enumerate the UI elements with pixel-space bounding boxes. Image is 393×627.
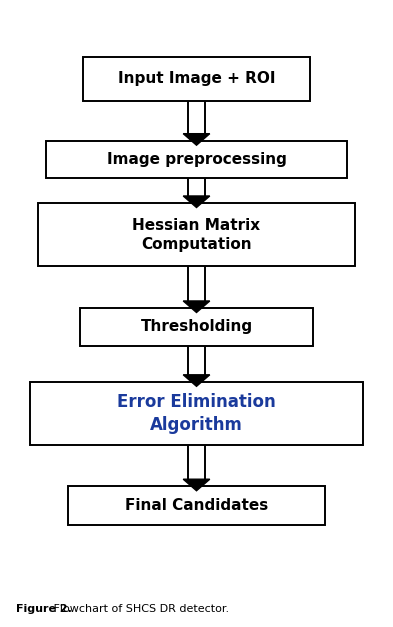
Text: Flowchart of SHCS DR detector.: Flowchart of SHCS DR detector. <box>50 604 230 614</box>
Text: Hessian Matrix
Computation: Hessian Matrix Computation <box>132 218 261 251</box>
Polygon shape <box>183 134 210 145</box>
Polygon shape <box>183 196 210 208</box>
FancyBboxPatch shape <box>46 141 347 178</box>
Polygon shape <box>183 479 210 491</box>
FancyBboxPatch shape <box>68 486 325 525</box>
Text: Image preprocessing: Image preprocessing <box>107 152 286 167</box>
Text: Error Elimination
Algorithm: Error Elimination Algorithm <box>117 393 276 434</box>
Polygon shape <box>183 301 210 312</box>
Text: Final Candidates: Final Candidates <box>125 498 268 514</box>
FancyBboxPatch shape <box>83 57 310 100</box>
Text: Figure 2.: Figure 2. <box>16 604 72 614</box>
Polygon shape <box>183 375 210 386</box>
Text: Thresholding: Thresholding <box>140 319 253 334</box>
FancyBboxPatch shape <box>38 203 355 266</box>
FancyBboxPatch shape <box>31 382 362 445</box>
Text: Input Image + ROI: Input Image + ROI <box>118 71 275 87</box>
FancyBboxPatch shape <box>79 308 314 345</box>
